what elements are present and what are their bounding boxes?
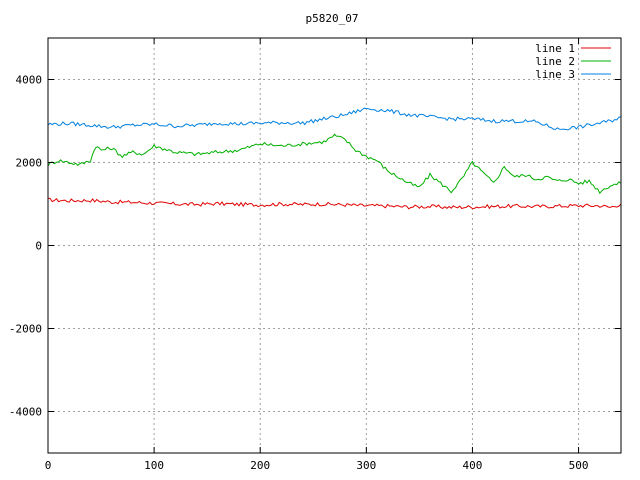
x-tick-label: 200 [250, 459, 270, 472]
y-tick-label: -4000 [9, 406, 42, 419]
series-line-3 [47, 107, 622, 131]
legend-label-1: line 1 [535, 42, 575, 55]
legend-label-2: line 2 [535, 55, 575, 68]
grid-layer [48, 38, 621, 453]
series-line-2 [47, 133, 622, 195]
legend-label-3: line 3 [535, 68, 575, 81]
x-tick-label: 300 [356, 459, 376, 472]
series-layer [47, 107, 622, 210]
x-tick-label: 0 [45, 459, 52, 472]
y-tick-label: -2000 [9, 323, 42, 336]
x-tick-label: 500 [569, 459, 589, 472]
chart-title: p5820_07 [306, 12, 359, 25]
tick-layer: -4000 -2000 0 2000 4000 0 100 200 300 400 500 [9, 38, 621, 472]
x-tick-label: 400 [463, 459, 483, 472]
series-line-1 [48, 197, 622, 210]
y-tick-label: 4000 [16, 74, 43, 87]
y-tick-label: 0 [35, 240, 42, 253]
x-tick-label: 100 [144, 459, 164, 472]
y-tick-label: 2000 [16, 157, 43, 170]
